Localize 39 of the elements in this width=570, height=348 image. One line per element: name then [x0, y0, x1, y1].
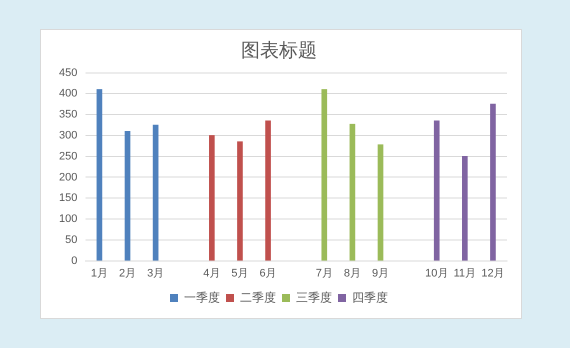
y-tick-label: 250 [58, 150, 78, 162]
x-tick-label: 6月 [260, 267, 277, 280]
y-tick-label: 200 [58, 171, 78, 184]
x-tick-label: 9月 [372, 267, 390, 280]
legend-label: 二季度 [240, 290, 276, 304]
x-tick-label: 5月 [231, 267, 249, 280]
y-tick-label: 150 [58, 192, 78, 204]
chart-title: 图表标题 [241, 39, 317, 62]
bar [209, 135, 215, 261]
x-tick-label: 12月 [481, 267, 505, 280]
bar [124, 130, 130, 261]
y-tick-label: 100 [58, 213, 78, 226]
x-tick-label: 1月 [90, 267, 108, 280]
y-tick-label: 450 [58, 66, 78, 79]
legend-label: 三季度 [296, 290, 332, 304]
bar [321, 89, 328, 261]
bar [265, 120, 271, 261]
x-tick-label: 2月 [118, 267, 136, 280]
legend-label: 四季度 [352, 290, 388, 304]
x-tick-label: 3月 [147, 267, 164, 280]
bar [152, 124, 158, 261]
x-tick-label: 7月 [316, 267, 333, 280]
bar [237, 141, 243, 261]
bar [378, 144, 384, 261]
y-tick-label: 400 [58, 88, 78, 100]
x-tick-label: 10月 [425, 267, 448, 280]
x-tick-label: 8月 [344, 267, 361, 280]
bar [350, 124, 356, 261]
x-tick-label: 11月 [454, 267, 476, 280]
y-tick-label: 50 [65, 234, 78, 246]
bar [462, 156, 468, 261]
legend-label: 一季度 [184, 290, 220, 304]
bar [96, 89, 102, 261]
x-tick-label: 4月 [203, 267, 220, 280]
y-tick-label: 350 [58, 108, 78, 121]
y-tick-label: 0 [71, 254, 78, 267]
bar [490, 104, 496, 261]
y-tick-label: 300 [58, 130, 78, 142]
bar [434, 120, 440, 261]
